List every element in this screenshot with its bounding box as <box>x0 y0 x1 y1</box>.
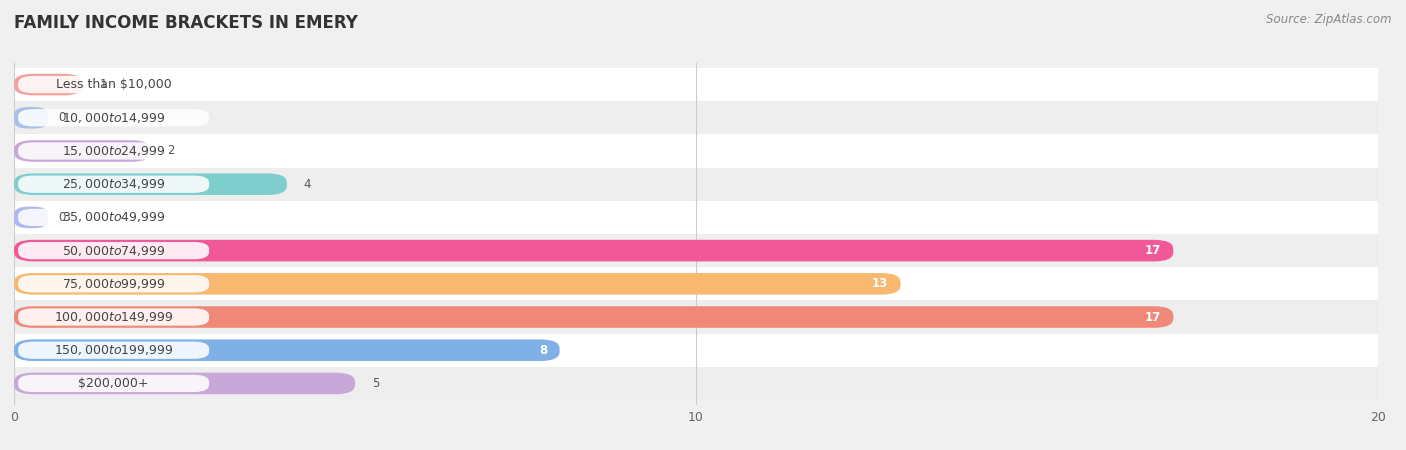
Text: 1: 1 <box>100 78 107 91</box>
Text: $10,000 to $14,999: $10,000 to $14,999 <box>62 111 166 125</box>
FancyBboxPatch shape <box>14 207 48 228</box>
Text: $200,000+: $200,000+ <box>79 377 149 390</box>
FancyBboxPatch shape <box>14 373 356 394</box>
FancyBboxPatch shape <box>14 74 82 95</box>
Text: 13: 13 <box>872 277 889 290</box>
Text: $15,000 to $24,999: $15,000 to $24,999 <box>62 144 166 158</box>
FancyBboxPatch shape <box>18 308 209 326</box>
FancyBboxPatch shape <box>18 342 209 359</box>
FancyBboxPatch shape <box>14 140 150 162</box>
Text: 2: 2 <box>167 144 174 158</box>
Text: $35,000 to $49,999: $35,000 to $49,999 <box>62 211 166 225</box>
FancyBboxPatch shape <box>14 234 1378 267</box>
Text: $75,000 to $99,999: $75,000 to $99,999 <box>62 277 166 291</box>
FancyBboxPatch shape <box>14 306 1173 328</box>
Text: $50,000 to $74,999: $50,000 to $74,999 <box>62 243 166 257</box>
FancyBboxPatch shape <box>14 201 1378 234</box>
FancyBboxPatch shape <box>18 209 209 226</box>
FancyBboxPatch shape <box>18 109 209 126</box>
Text: 0: 0 <box>59 211 66 224</box>
FancyBboxPatch shape <box>18 176 209 193</box>
FancyBboxPatch shape <box>14 240 1173 261</box>
Text: $150,000 to $199,999: $150,000 to $199,999 <box>53 343 173 357</box>
Text: 4: 4 <box>304 178 311 191</box>
FancyBboxPatch shape <box>14 273 901 295</box>
FancyBboxPatch shape <box>14 367 1378 400</box>
FancyBboxPatch shape <box>14 301 1378 333</box>
Text: 0: 0 <box>59 111 66 124</box>
FancyBboxPatch shape <box>14 68 1378 101</box>
FancyBboxPatch shape <box>18 275 209 292</box>
Text: 17: 17 <box>1144 244 1161 257</box>
FancyBboxPatch shape <box>18 76 209 93</box>
FancyBboxPatch shape <box>14 333 1378 367</box>
FancyBboxPatch shape <box>14 107 48 129</box>
FancyBboxPatch shape <box>18 142 209 160</box>
Text: $100,000 to $149,999: $100,000 to $149,999 <box>53 310 173 324</box>
FancyBboxPatch shape <box>14 339 560 361</box>
Text: FAMILY INCOME BRACKETS IN EMERY: FAMILY INCOME BRACKETS IN EMERY <box>14 14 359 32</box>
Text: 5: 5 <box>373 377 380 390</box>
FancyBboxPatch shape <box>14 135 1378 167</box>
FancyBboxPatch shape <box>18 242 209 259</box>
FancyBboxPatch shape <box>14 101 1378 135</box>
Text: Source: ZipAtlas.com: Source: ZipAtlas.com <box>1267 14 1392 27</box>
Text: $25,000 to $34,999: $25,000 to $34,999 <box>62 177 166 191</box>
Text: 8: 8 <box>538 344 547 357</box>
FancyBboxPatch shape <box>14 267 1378 301</box>
Text: Less than $10,000: Less than $10,000 <box>56 78 172 91</box>
FancyBboxPatch shape <box>14 173 287 195</box>
FancyBboxPatch shape <box>14 167 1378 201</box>
FancyBboxPatch shape <box>18 375 209 392</box>
Text: 17: 17 <box>1144 310 1161 324</box>
